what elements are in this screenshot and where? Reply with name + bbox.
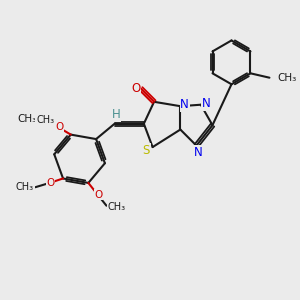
Text: H: H: [112, 108, 121, 121]
Text: CH₃: CH₃: [278, 73, 297, 83]
Text: O: O: [131, 82, 140, 95]
Text: N: N: [180, 98, 189, 111]
Text: N: N: [194, 146, 202, 158]
Text: CH₃: CH₃: [16, 182, 34, 192]
Text: CH₃: CH₃: [17, 113, 36, 124]
Text: N: N: [202, 97, 210, 110]
Text: O: O: [54, 122, 63, 132]
Text: O: O: [46, 178, 55, 188]
Text: O: O: [94, 190, 103, 200]
Text: CH₃: CH₃: [108, 202, 126, 212]
Text: CH₃: CH₃: [36, 115, 54, 125]
Text: O: O: [55, 122, 63, 132]
Text: S: S: [142, 144, 150, 157]
